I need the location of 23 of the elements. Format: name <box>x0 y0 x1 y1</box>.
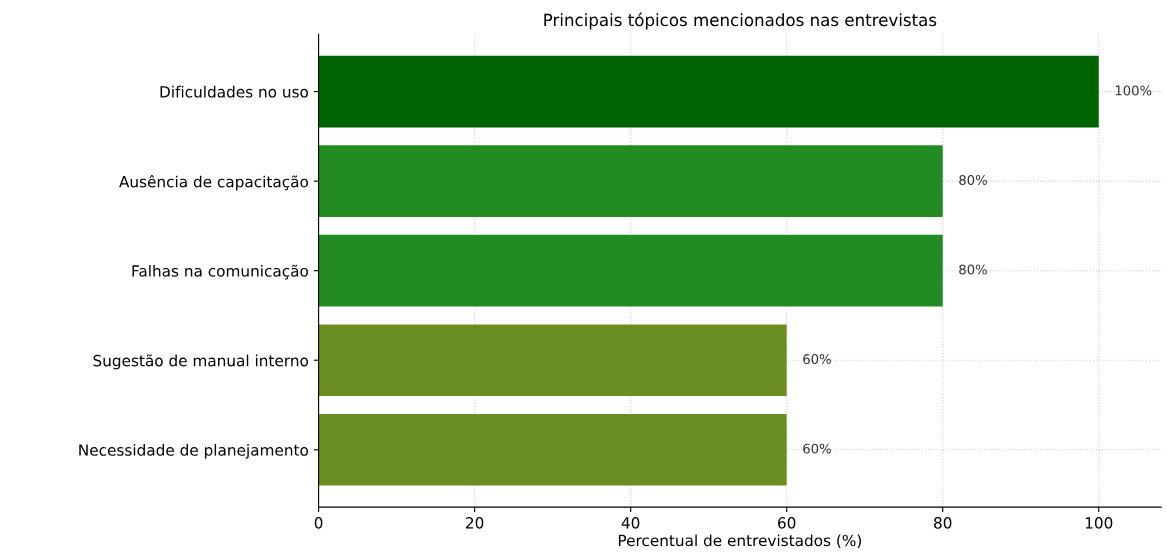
data-label: 60% <box>803 354 831 365</box>
x-tick-label: 60 <box>778 517 796 529</box>
x-tick-label: 80 <box>934 517 952 529</box>
bar <box>318 324 787 397</box>
data-label: 60% <box>803 443 831 454</box>
x-tick-label: 0 <box>314 517 323 529</box>
data-label: 100% <box>1115 85 1152 96</box>
data-label: 80% <box>959 174 987 185</box>
bar <box>318 55 1099 128</box>
x-tick-label: 100 <box>1085 517 1113 529</box>
x-axis-title: Percentual de entrevistados (%) <box>618 534 861 549</box>
x-tick-label: 40 <box>621 517 640 529</box>
bar <box>318 413 787 486</box>
y-tick-label: Ausência de capacitação <box>119 175 309 191</box>
x-tick-label: 20 <box>466 517 484 529</box>
bar <box>318 145 943 217</box>
data-label: 80% <box>959 264 987 275</box>
chart-title: Principais tópicos mencionados nas entrevistas <box>544 12 937 30</box>
y-tick-label: Falhas na comunicação <box>132 264 309 280</box>
y-tick-label: Sugestão de manual interno <box>93 354 309 370</box>
y-tick-label: Necessidade de planejamento <box>79 443 309 459</box>
y-tick-label: Dificuldades no uso <box>160 85 309 98</box>
bar <box>318 234 943 307</box>
